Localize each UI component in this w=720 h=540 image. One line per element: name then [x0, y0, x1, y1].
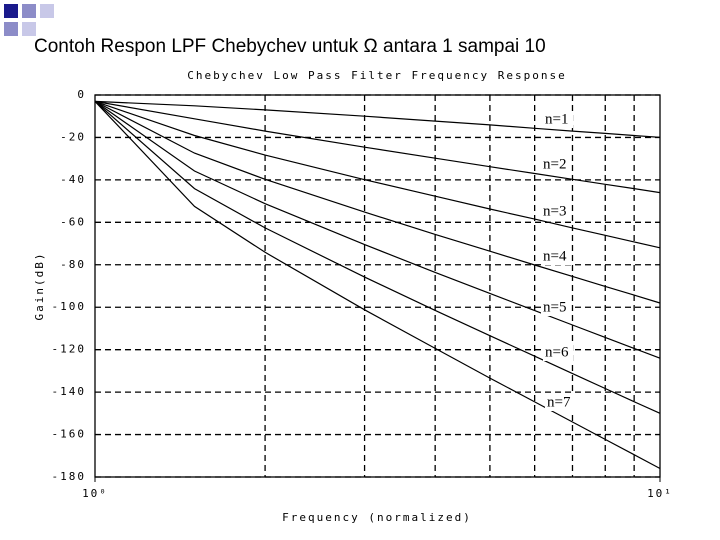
series-line	[94, 100, 661, 414]
slide-title: Contoh Respon LPF Chebychev untuk Ω anta…	[34, 36, 546, 57]
series-line	[94, 100, 661, 359]
decoration	[4, 4, 54, 36]
deco-square	[4, 22, 18, 36]
label-bg	[541, 157, 571, 173]
series-line	[94, 100, 661, 138]
series-label: n=5	[543, 299, 566, 315]
y-tick-label: -80	[60, 258, 86, 271]
y-tick-label: -20	[60, 130, 86, 143]
y-tick-label: -120	[52, 343, 87, 356]
series-label: n=4	[543, 248, 567, 264]
series-label: n=6	[545, 344, 569, 360]
label-bg	[543, 345, 573, 361]
label-bg	[541, 249, 571, 265]
x-axis-label: Frequency (normalized)	[282, 511, 472, 524]
label-bg	[543, 112, 573, 128]
deco-square	[22, 22, 36, 36]
series-label: n=1	[545, 111, 568, 127]
chart-title: Chebychev Low Pass Filter Frequency Resp…	[187, 69, 566, 82]
label-bg	[541, 300, 571, 316]
series-line	[94, 100, 661, 249]
series-line	[94, 100, 661, 194]
deco-square	[22, 4, 36, 18]
x-tick-label: 10¹	[647, 487, 673, 500]
y-tick-label: -160	[52, 428, 87, 441]
y-axis-label: Gain(dB)	[33, 252, 46, 321]
deco-square	[40, 4, 54, 18]
y-tick-label: -180	[52, 470, 87, 483]
y-tick-label: -40	[60, 173, 86, 186]
deco-square	[4, 4, 18, 18]
series-line	[94, 100, 661, 304]
label-bg	[541, 204, 571, 220]
y-tick-label: 0	[77, 88, 86, 101]
y-tick-label: -60	[60, 215, 86, 228]
series-line	[94, 100, 661, 470]
plot-frame	[94, 94, 661, 478]
x-tick-label: 10⁰	[82, 487, 108, 500]
series-label: n=2	[543, 156, 566, 172]
label-bg	[545, 395, 575, 411]
y-tick-label: -140	[52, 385, 87, 398]
series-label: n=3	[543, 203, 566, 219]
series-label: n=7	[547, 394, 571, 410]
y-tick-label: -100	[52, 300, 87, 313]
